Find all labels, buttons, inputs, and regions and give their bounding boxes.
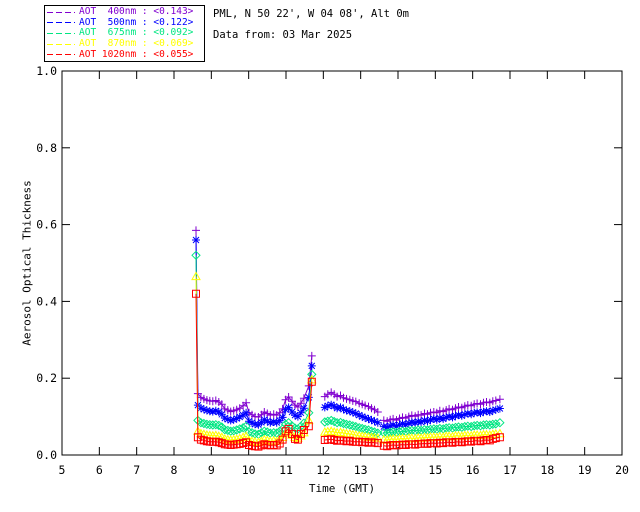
x-tick-label: 5 [59,463,66,477]
y-tick-label: 0.4 [36,294,57,308]
y-axis-title: Aerosol Optical Thickness [20,180,34,346]
legend-item-3: AOT 870nm : <0.069> [47,39,202,49]
x-tick-label: 6 [96,463,103,477]
legend-item-label: AOT 1020nm : <0.055> [79,48,194,60]
x-tick-label: 15 [428,463,442,477]
series-aot-1020nm [192,289,504,451]
series-aot-500nm [192,236,504,432]
marker-square [192,289,504,451]
marker-triangle [191,271,505,446]
x-tick-label: 7 [133,463,140,477]
marker-plus [192,226,504,426]
x-tick-label: 13 [354,463,368,477]
x-tick-label: 9 [208,463,215,477]
y-tick-label: 0.2 [36,371,57,385]
legend-line-sample [47,11,75,13]
legend-item-4: AOT 1020nm : <0.055> [47,48,202,60]
legend-item-0: AOT 400nm : <0.143> [47,7,202,17]
y-tick-label: 0.6 [36,218,57,232]
legend-item-label: AOT 675nm : <0.092> [79,27,194,39]
legend-box: AOT 400nm : <0.143> AOT 500nm : <0.122> AO… [44,5,205,62]
legend-item-label: AOT 500nm : <0.122> [79,16,194,28]
series-aot-400nm [192,226,504,426]
x-tick-label: 17 [503,463,517,477]
x-tick-label: 18 [540,463,554,477]
legend-line-sample [47,43,75,45]
x-tick-label: 12 [316,463,330,477]
plot-frame [61,70,623,456]
legend-item-2: AOT 675nm : <0.092> [47,28,202,38]
data-date: Data from: 03 Mar 2025 [213,29,353,41]
station-info: PML, N 50 22', W 04 08', Alt 0m [213,8,409,20]
legend-line-sample [47,22,75,24]
series-line [195,239,313,426]
y-tick-label: 0.8 [36,141,57,155]
x-tick-label: 10 [242,463,256,477]
series-line [195,230,313,418]
x-tick-label: 8 [171,463,178,477]
legend-item-label: AOT 400nm : <0.143> [79,6,194,18]
marker-asterisk [192,236,504,432]
x-tick-label: 19 [578,463,592,477]
x-axis-title: Time (GMT) [308,482,376,495]
legend-line-sample [47,32,75,34]
legend-line-sample [47,54,75,56]
x-tick-label: 16 [466,463,480,477]
series-aot-870nm [191,271,505,446]
legend-item-label: AOT 870nm : <0.069> [79,38,194,50]
y-tick-label: 0.0 [36,448,57,462]
y-tick-label: 1.0 [36,64,57,78]
x-tick-label: 20 [615,463,629,477]
series-line [195,276,313,443]
x-tick-label: 14 [391,463,405,477]
legend-item-1: AOT 500nm : <0.122> [47,16,202,28]
x-tick-label: 11 [279,463,293,477]
